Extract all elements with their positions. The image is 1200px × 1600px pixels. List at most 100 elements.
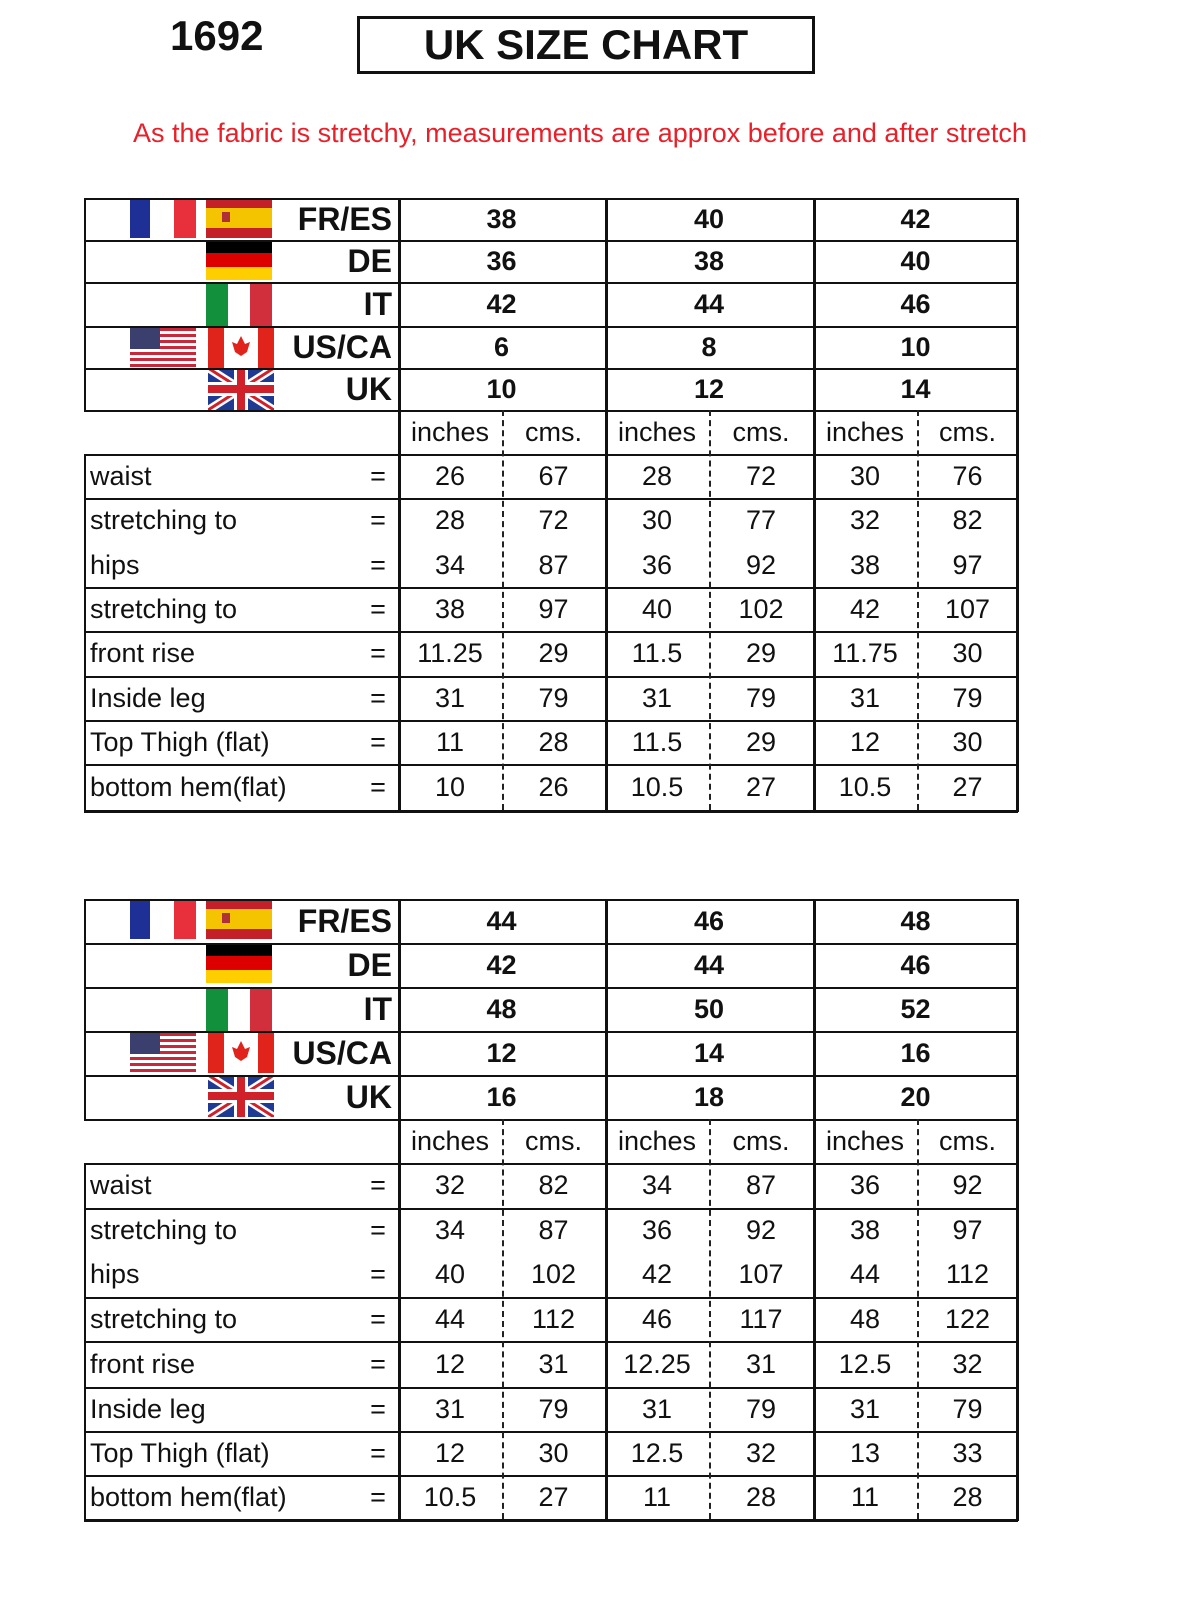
inches-value: 40 [434, 1259, 466, 1289]
equals-sign: = [370, 1170, 386, 1200]
measure-label: Inside leg [90, 682, 206, 713]
inches-value: 11.75 [832, 638, 898, 668]
row-divider [84, 1031, 1018, 1033]
size-value: 48 [900, 905, 931, 936]
measure-label: front rise [90, 638, 196, 668]
size-value: 52 [900, 993, 931, 1024]
unit-divider [709, 410, 711, 810]
row-divider [84, 720, 1018, 722]
cms-value: 102 [530, 1259, 577, 1289]
cms-value: 30 [538, 1437, 569, 1468]
cms-value: 97 [538, 593, 569, 624]
size-system-code: DE [347, 946, 392, 983]
unit-inches: inches [410, 416, 490, 447]
inches-value: 42 [849, 593, 881, 624]
size-system-label: DE [84, 240, 398, 282]
inches-value: 42 [641, 1259, 673, 1289]
size-value: 16 [900, 1037, 931, 1068]
measure-label: stretching to [90, 505, 238, 535]
size-system-label: IT [84, 282, 398, 326]
size-value: 42 [486, 949, 517, 980]
table-left-border [84, 899, 86, 1119]
column-divider [398, 198, 401, 812]
usa-flag-icon [130, 328, 196, 377]
cms-value: 97 [952, 1214, 983, 1245]
equals-sign: = [370, 682, 386, 713]
canada-flag-icon [208, 326, 274, 375]
size-value: 8 [701, 331, 717, 362]
inches-value: 34 [641, 1170, 673, 1200]
column-divider [605, 198, 608, 812]
measure-label: front rise [90, 1348, 196, 1379]
row-divider [84, 810, 1018, 813]
size-value: 40 [900, 245, 931, 276]
row-divider [84, 368, 1018, 370]
row-divider [84, 1341, 1018, 1343]
size-value: 16 [486, 1081, 517, 1112]
size-value: 18 [693, 1081, 725, 1112]
inches-value: 46 [641, 1303, 673, 1334]
inches-value: 48 [849, 1303, 881, 1334]
size-value: 14 [693, 1037, 725, 1068]
equals-sign: = [370, 1303, 386, 1334]
size-system-label: FR/ES [84, 198, 398, 240]
inches-value: 11 [642, 1481, 672, 1512]
size-value: 10 [900, 331, 931, 362]
spain-flag-icon [206, 198, 272, 245]
cms-value: 82 [952, 505, 983, 535]
equals-sign: = [370, 1437, 386, 1468]
measure-label: bottom hem(flat) [90, 771, 287, 802]
size-value: 46 [693, 905, 725, 936]
product-code: 1692 [170, 12, 264, 59]
cms-value: 87 [538, 1214, 569, 1245]
equals-sign: = [370, 1214, 386, 1245]
row-divider [84, 1519, 1018, 1522]
cms-value: 27 [952, 771, 983, 802]
unit-cms: cms. [525, 416, 582, 447]
row-divider [84, 1297, 1018, 1299]
equals-sign: = [370, 726, 386, 757]
spain-flag-icon [206, 899, 272, 946]
inches-value: 26 [434, 460, 466, 491]
inches-value: 31 [434, 682, 466, 713]
row-divider [84, 282, 1018, 284]
inches-value: 10.5 [838, 771, 892, 802]
cms-value: 87 [538, 549, 569, 580]
cms-value: 82 [538, 1170, 569, 1200]
size-value: 38 [486, 203, 517, 234]
inches-value: 10.5 [423, 1481, 477, 1512]
inches-value: 32 [849, 505, 881, 535]
chart-title: UK SIZE CHART [357, 16, 815, 74]
cms-value: 79 [952, 682, 983, 713]
size-system-label: UK [84, 368, 398, 414]
cms-value: 32 [745, 1437, 777, 1468]
row-divider [84, 1387, 1018, 1389]
size-system-code: US/CA [292, 328, 392, 365]
measure-label: stretching to [90, 593, 238, 624]
uk-flag-icon [208, 368, 274, 417]
row-divider [84, 198, 1018, 200]
size-value: 10 [486, 373, 517, 404]
table-left-border [84, 198, 86, 410]
cms-value: 79 [538, 682, 569, 713]
inches-value: 12 [434, 1437, 466, 1468]
canada-flag-icon [208, 1031, 274, 1080]
unit-cms: cms. [525, 1125, 582, 1156]
cms-value: 102 [738, 593, 784, 624]
size-system-code: FR/ES [297, 902, 392, 939]
inches-value: 13 [849, 1437, 881, 1468]
inches-value: 36 [641, 1214, 673, 1245]
size-system-label: US/CA [84, 1031, 398, 1075]
cms-value: 28 [952, 1481, 983, 1512]
row-divider [84, 899, 1018, 901]
row-divider [84, 454, 1018, 456]
size-value: 14 [900, 373, 931, 404]
cms-value: 72 [538, 505, 569, 535]
unit-divider [917, 410, 919, 810]
size-value: 44 [693, 288, 725, 319]
uk-flag-icon [208, 1075, 274, 1124]
unit-inches: inches [825, 1125, 905, 1156]
inches-value: 11.5 [631, 726, 683, 757]
measure-label: hips [90, 1259, 140, 1289]
size-value: 12 [693, 373, 725, 404]
